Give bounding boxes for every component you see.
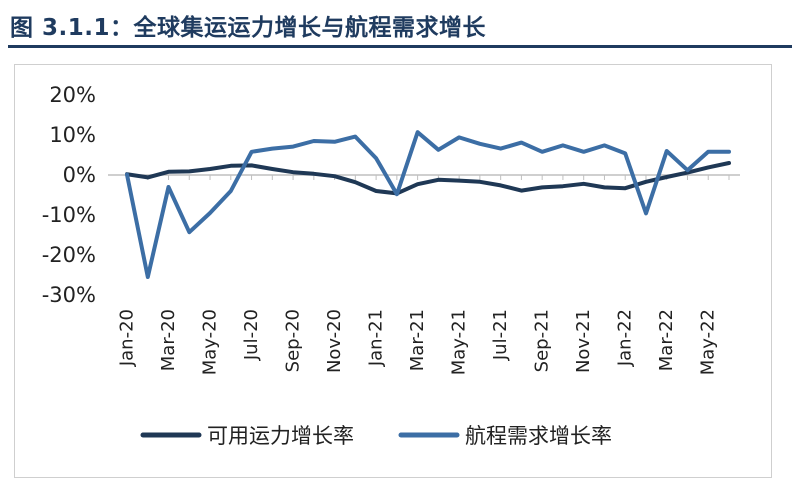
x-tick-label: Jan-20 — [117, 309, 138, 367]
data-point — [312, 172, 316, 176]
data-point — [457, 135, 461, 139]
series-line — [125, 130, 731, 279]
x-axis — [108, 174, 740, 180]
x-tick-label: May-21 — [449, 309, 470, 375]
legend-item: 可用运力增长率 — [140, 424, 354, 448]
data-point — [644, 211, 648, 215]
x-tick-label: Mar-21 — [407, 309, 428, 371]
figure-title: 图 3.1.1：全球集运运力增长与航程需求增长 — [10, 15, 486, 41]
data-point — [208, 167, 212, 171]
data-point — [644, 180, 648, 184]
data-point — [540, 150, 544, 154]
y-tick-label: 10% — [49, 123, 96, 147]
x-tick-label: Jan-22 — [615, 309, 636, 367]
x-tick-label: Mar-22 — [656, 309, 677, 371]
data-point — [332, 174, 337, 178]
data-point — [229, 164, 233, 168]
data-point — [146, 175, 150, 179]
data-point — [187, 169, 191, 173]
series-line — [125, 161, 731, 196]
data-point — [270, 167, 274, 171]
y-tick-label: -20% — [42, 243, 96, 267]
data-point — [561, 143, 565, 147]
data-point — [436, 148, 440, 152]
data-point — [727, 161, 731, 165]
data-point — [499, 183, 503, 187]
data-point — [436, 178, 440, 182]
data-point — [665, 175, 669, 179]
data-point — [582, 150, 586, 154]
data-point — [291, 145, 295, 149]
data-point — [125, 173, 129, 177]
y-tick-label: 20% — [49, 83, 96, 107]
y-tick-label: -30% — [42, 283, 96, 307]
y-axis-ticks: 20% 10% 0% -10% -20% -30% — [42, 83, 96, 307]
data-point — [727, 150, 731, 154]
data-point — [519, 141, 524, 145]
data-point — [561, 184, 565, 188]
data-point — [685, 168, 690, 172]
data-point — [416, 182, 420, 186]
x-tick-label: Jan-21 — [366, 309, 387, 367]
data-point — [582, 182, 586, 186]
data-point — [249, 163, 254, 167]
x-tick-label: Nov-21 — [573, 309, 594, 373]
data-point — [332, 140, 337, 144]
data-point — [602, 143, 607, 147]
x-tick-label: Nov-20 — [324, 309, 345, 373]
data-point — [166, 170, 171, 174]
x-tick-label: May-22 — [698, 309, 719, 375]
chart-frame — [14, 64, 772, 478]
data-point — [665, 149, 669, 153]
series-2 — [125, 130, 731, 279]
legend-item: 航程需求增长率 — [398, 424, 612, 448]
legend-label: 航程需求增长率 — [465, 424, 612, 448]
y-tick-label: -10% — [42, 203, 96, 227]
data-point — [229, 189, 233, 193]
x-tick-label: Jul-21 — [490, 309, 511, 361]
data-point — [374, 156, 378, 160]
data-point — [478, 180, 482, 184]
title-divider — [8, 45, 792, 48]
data-point — [478, 142, 482, 146]
data-point — [416, 130, 420, 134]
data-point — [312, 139, 316, 143]
data-point — [166, 185, 171, 189]
data-point — [540, 185, 544, 189]
x-tick-label: Sep-21 — [532, 309, 553, 372]
legend: 可用运力增长率 航程需求增长率 — [140, 424, 612, 448]
data-point — [457, 179, 461, 183]
data-point — [374, 189, 378, 193]
data-point — [249, 150, 254, 154]
data-point — [623, 186, 627, 190]
data-point — [519, 189, 524, 193]
x-tick-label: Sep-20 — [283, 309, 304, 372]
data-point — [602, 185, 607, 189]
legend-label: 可用运力增长率 — [207, 424, 354, 448]
data-point — [499, 147, 503, 151]
series-lines — [125, 130, 731, 279]
data-point — [706, 150, 710, 154]
data-point — [270, 147, 274, 151]
data-point — [146, 275, 150, 279]
y-tick-label: 0% — [63, 163, 96, 187]
data-point — [353, 180, 357, 184]
data-point — [187, 230, 191, 234]
data-point — [395, 192, 399, 196]
data-point — [291, 170, 295, 174]
data-point — [706, 165, 710, 169]
x-tick-label: May-20 — [200, 309, 221, 375]
x-tick-label: Mar-20 — [158, 309, 179, 371]
x-tick-label: Jul-20 — [241, 309, 262, 361]
x-axis-ticks: Jan-20 Mar-20 May-20 Jul-20 Sep-20 Nov-20 Jan-… — [117, 309, 719, 375]
data-point — [208, 211, 212, 215]
data-point — [623, 151, 627, 155]
data-point — [353, 135, 357, 139]
